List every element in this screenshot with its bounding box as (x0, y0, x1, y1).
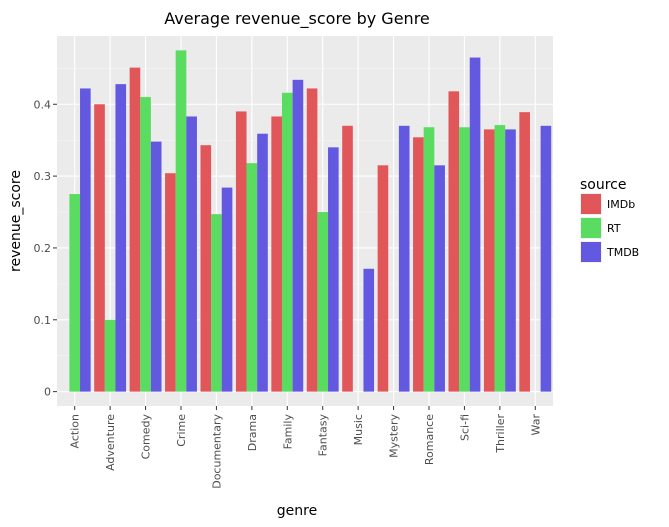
bar (104, 319, 116, 392)
bar (150, 141, 162, 392)
y-axis-label: revenue_score (8, 170, 24, 272)
legend-label: IMDb (607, 198, 635, 211)
x-tick-label: Thriller (494, 414, 507, 454)
chart-title: Average revenue_score by Genre (164, 9, 430, 29)
x-tick-label: Mystery (388, 414, 401, 458)
y-tick-label: 0.1 (34, 314, 52, 327)
legend-title: source (580, 177, 627, 193)
bar (306, 88, 318, 392)
bar (165, 173, 176, 392)
bar (281, 92, 293, 392)
bar (115, 84, 127, 392)
bar (363, 268, 375, 392)
bar (342, 125, 353, 392)
x-tick-label: Sci-fi (458, 414, 471, 441)
bar (94, 104, 105, 392)
bar (129, 67, 141, 392)
bar (540, 125, 552, 392)
legend-swatch (581, 242, 601, 262)
x-tick-label: Adventure (104, 414, 117, 471)
bar (423, 127, 435, 392)
y-tick-label: 0.3 (34, 170, 52, 183)
bar (271, 116, 282, 392)
bar (459, 127, 470, 392)
bar (469, 57, 481, 392)
y-tick-label: 0.2 (34, 242, 52, 255)
x-tick-label: Romance (423, 414, 436, 465)
x-tick-label: Music (352, 414, 365, 445)
bar (434, 165, 445, 392)
legend-label: TMDB (606, 246, 639, 259)
bar (200, 145, 212, 392)
bar (448, 91, 460, 392)
x-axis-label: genre (277, 503, 317, 519)
x-tick-label: Crime (175, 414, 188, 447)
bar (413, 137, 424, 392)
bar (398, 125, 410, 392)
y-tick-label: 0 (44, 386, 51, 399)
bar (377, 165, 389, 392)
bars (69, 50, 552, 392)
y-tick-label: 0.4 (34, 98, 52, 111)
bar (494, 125, 506, 392)
x-tick-label: War (529, 414, 542, 436)
axes: 0 0.1 0.2 0.3 0.4 Action Adventure Comedy Crime D… (34, 98, 543, 489)
bar (328, 147, 339, 392)
bar (235, 111, 247, 392)
legend-swatch (581, 218, 601, 238)
bar (211, 214, 222, 392)
legend-swatch (581, 194, 601, 214)
bar (69, 194, 81, 392)
x-tick-label: Family (281, 414, 294, 450)
bar (257, 133, 268, 392)
x-tick-label: Fantasy (317, 414, 330, 457)
x-tick-label: Drama (246, 414, 259, 451)
bar (505, 129, 516, 392)
x-tick-label: Documentary (210, 414, 223, 489)
bar (221, 187, 233, 392)
bar (80, 88, 91, 392)
bar (317, 212, 329, 392)
legend: source IMDb RT TMDB (580, 177, 639, 263)
bar (246, 163, 258, 392)
bar (483, 129, 495, 392)
bar (292, 79, 304, 392)
bar (140, 97, 151, 392)
bar (175, 50, 187, 392)
bar (519, 112, 530, 392)
x-tick-label: Comedy (140, 414, 153, 460)
bar (186, 116, 197, 392)
x-tick-label: Action (69, 414, 82, 448)
legend-label: RT (607, 222, 621, 235)
